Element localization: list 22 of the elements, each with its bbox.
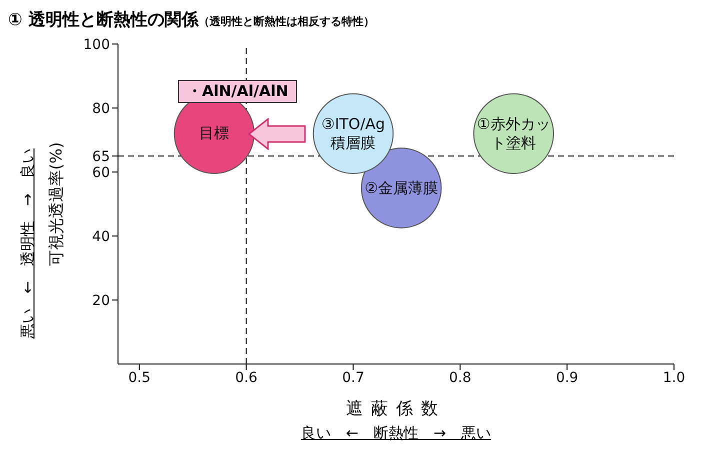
y-tick-label: 60 [92, 164, 110, 181]
x-tick-label: 0.6 [235, 370, 258, 386]
annotation: ・AlN/Al/AlN [178, 80, 298, 103]
y-tick-label: 65 [92, 148, 110, 165]
text: 良い ← 断熱性 → 悪い [300, 424, 492, 443]
y-tick-label: 20 [92, 292, 110, 309]
text: 悪い ← 透明性 → 良い [18, 147, 38, 341]
series-label: ③ITO/Ag積層膜 [320, 114, 386, 153]
y-tick-label: 100 [83, 36, 110, 53]
x-tick-label: 1.0 [662, 370, 686, 386]
chart-subtitle: （透明性と断熱性は相反する特性） [198, 15, 374, 28]
series-label: ①赤外カット塗料 [476, 114, 552, 153]
x-tick-label: 0.9 [556, 370, 578, 386]
x-tick-label: 0.8 [449, 370, 472, 386]
x-tick-label: 0.5 [128, 370, 151, 386]
series-label: ②金属薄膜 [364, 178, 438, 198]
y-axis-title: 可視光透過率(%) [46, 142, 66, 266]
x-axis-title: 遮蔽係数 [346, 399, 446, 419]
x-tick-label: 0.7 [342, 370, 364, 386]
y-tick-label: 80 [92, 100, 110, 117]
series-label: 目標 [199, 124, 230, 144]
y-tick-label: 40 [92, 228, 110, 245]
